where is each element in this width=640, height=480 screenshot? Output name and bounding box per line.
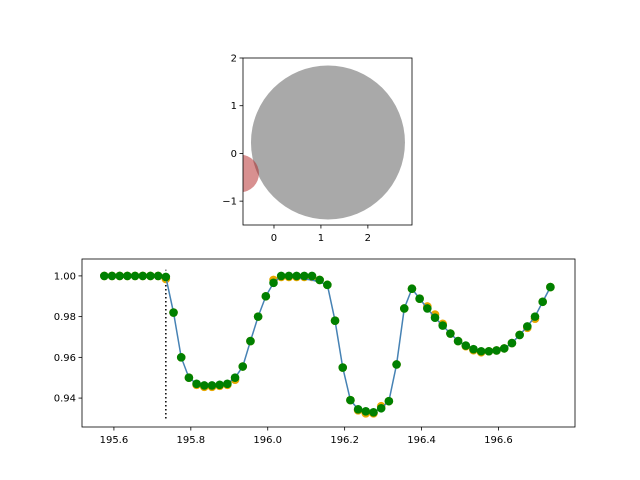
data-point bbox=[207, 381, 217, 390]
data-point bbox=[515, 330, 524, 340]
data-point bbox=[323, 280, 332, 290]
data-point bbox=[330, 316, 340, 326]
y-tick-label: 1.00 bbox=[54, 271, 76, 282]
data-point bbox=[499, 344, 509, 353]
data-point bbox=[353, 404, 363, 414]
model-line bbox=[104, 275, 552, 414]
y-tick-label: 0.96 bbox=[54, 353, 76, 364]
data-point bbox=[453, 336, 463, 346]
y-tick-label: 2 bbox=[231, 54, 237, 65]
x-tick-label: 196.2 bbox=[330, 435, 359, 446]
data-point bbox=[138, 271, 148, 281]
data-point bbox=[107, 271, 117, 281]
data-point bbox=[430, 313, 440, 322]
data-point bbox=[276, 271, 286, 281]
data-point bbox=[446, 329, 455, 338]
data-point bbox=[261, 291, 271, 301]
data-point bbox=[184, 373, 194, 383]
data-point bbox=[376, 403, 386, 413]
x-tick-label: 196.6 bbox=[484, 435, 513, 446]
data-point bbox=[199, 381, 209, 390]
data-point bbox=[215, 380, 224, 390]
circle bbox=[250, 65, 405, 220]
x-tick-label: 1 bbox=[318, 233, 324, 244]
data-point bbox=[361, 407, 371, 416]
axes-frame bbox=[81, 258, 576, 428]
data-point bbox=[269, 278, 278, 288]
data-point bbox=[146, 271, 155, 281]
plot-area bbox=[243, 65, 405, 220]
x-tick-label: 196.0 bbox=[253, 435, 282, 446]
data-point bbox=[384, 396, 394, 406]
data-point bbox=[299, 271, 309, 281]
y-tick-label: −1 bbox=[222, 197, 237, 208]
y-tick-label: 0 bbox=[231, 149, 237, 160]
data-point bbox=[115, 271, 124, 281]
data-point bbox=[492, 346, 501, 355]
data-point bbox=[100, 271, 109, 281]
data-point bbox=[438, 321, 448, 330]
x-tick-label: 195.6 bbox=[100, 435, 129, 446]
data-point bbox=[476, 346, 486, 356]
x-tick-label: 2 bbox=[365, 233, 371, 244]
y-tick-label: 0.94 bbox=[54, 394, 76, 405]
data-point bbox=[230, 373, 240, 383]
data-point bbox=[307, 271, 317, 281]
data-point bbox=[469, 344, 478, 354]
data-point bbox=[538, 297, 547, 307]
data-point bbox=[338, 363, 348, 372]
data-point bbox=[123, 271, 132, 281]
plot-area bbox=[100, 269, 555, 419]
data-point bbox=[176, 353, 186, 362]
data-point bbox=[238, 362, 248, 371]
data-point bbox=[461, 341, 471, 350]
data-point bbox=[415, 294, 424, 304]
data-point bbox=[284, 271, 294, 281]
data-point bbox=[253, 312, 263, 321]
x-tick-label: 195.8 bbox=[177, 435, 206, 446]
axes: 0 1 2 2 1 0 −1 bbox=[222, 54, 413, 244]
data-point bbox=[315, 275, 324, 285]
data-point bbox=[130, 271, 140, 281]
data-point bbox=[292, 271, 301, 281]
data-point bbox=[192, 379, 201, 389]
data-point bbox=[346, 395, 355, 405]
data-point bbox=[161, 272, 171, 282]
data-point bbox=[169, 308, 178, 317]
data-point bbox=[407, 284, 417, 294]
data-point bbox=[507, 338, 517, 348]
y-tick-label: 0.98 bbox=[54, 312, 76, 323]
data-point bbox=[523, 322, 532, 331]
data-point bbox=[484, 346, 494, 356]
data-point bbox=[530, 312, 540, 321]
y-tick-label: 1 bbox=[231, 101, 237, 112]
circle bbox=[243, 154, 259, 193]
data-point bbox=[546, 282, 555, 292]
data-point bbox=[392, 360, 401, 369]
data-point bbox=[423, 304, 432, 313]
data-point bbox=[246, 336, 255, 346]
x-tick-label: 0 bbox=[271, 233, 277, 244]
data-point bbox=[223, 379, 232, 389]
data-point bbox=[369, 408, 378, 417]
x-tick-label: 196.4 bbox=[407, 435, 436, 446]
data-point bbox=[153, 271, 163, 281]
axes-frame bbox=[242, 57, 413, 226]
data-point bbox=[399, 304, 409, 313]
axes: 195.6 195.8 196.0 196.2 196.4 196.6 1.00 0.98 0.… bbox=[54, 258, 576, 446]
